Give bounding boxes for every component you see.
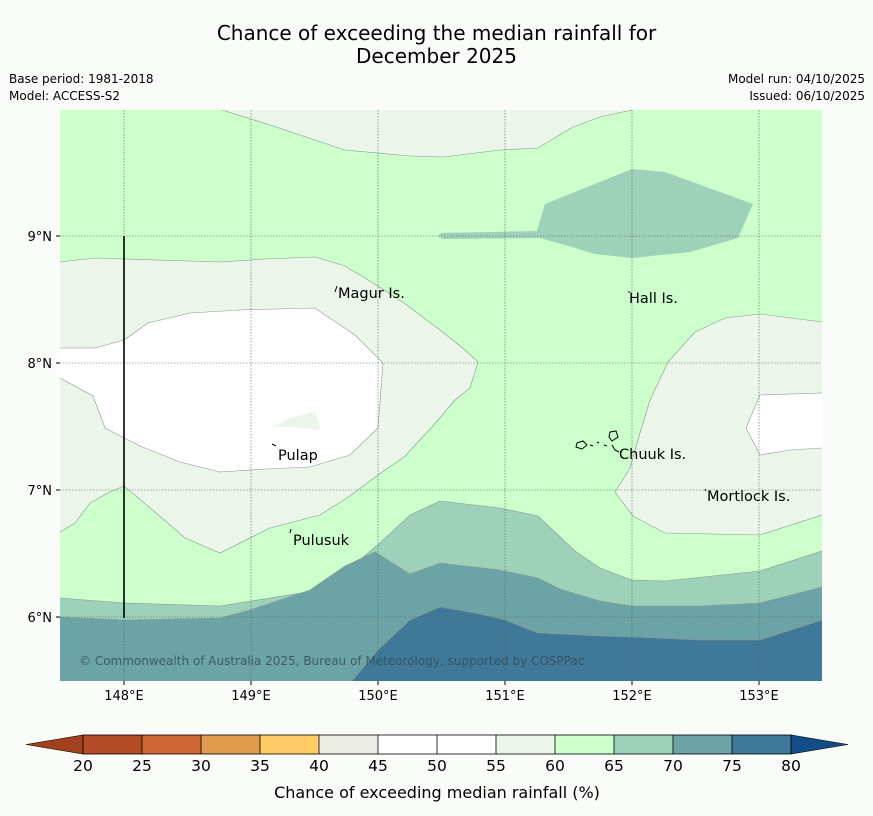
cb-seg-65-70 — [614, 735, 673, 754]
base-period: Base period: 1981-2018 — [9, 72, 154, 86]
colorbar: 20 25 30 35 40 45 50 55 60 65 70 75 80 C… — [25, 734, 849, 802]
cb-seg-40-45 — [319, 735, 378, 754]
cb-tick-80: 80 — [781, 757, 801, 775]
cb-seg-50-55 — [437, 735, 496, 754]
label-pulusuk: Pulusuk — [293, 533, 350, 549]
cb-seg-45-50 — [378, 735, 437, 754]
contour-45-55-west — [60, 308, 383, 472]
lat-tick-7: 7°N — [28, 484, 53, 499]
label-pulap: Pulap — [278, 448, 318, 464]
lon-tick-153: 153°E — [739, 689, 779, 704]
label-chuuk: Chuuk Is. — [619, 447, 686, 463]
chuuk-lagoon-shape — [575, 430, 620, 453]
lon-tick-149: 149°E — [231, 689, 271, 704]
axis-labels: 148°E 149°E 150°E 151°E 152°E 153°E 9°N … — [28, 230, 779, 704]
cb-tick-75: 75 — [722, 757, 742, 775]
cb-tick-45: 45 — [368, 757, 388, 775]
rainfall-contours — [60, 110, 822, 681]
cb-seg-35-40 — [260, 735, 319, 754]
colorbar-ticks: 20 25 30 35 40 45 50 55 60 65 70 75 80 — [73, 757, 801, 775]
issued-date: Issued: 06/10/2025 — [749, 89, 865, 103]
contour-55-60-top — [222, 110, 632, 157]
title-line-1: Chance of exceeding the median rainfall … — [216, 21, 657, 45]
cb-seg-25-30 — [142, 735, 201, 754]
cb-tick-40: 40 — [309, 757, 329, 775]
lon-tick-151: 151°E — [485, 689, 525, 704]
lat-tick-8: 8°N — [28, 357, 53, 372]
cb-seg-55-60 — [496, 735, 555, 754]
label-hall: Hall Is. — [629, 291, 678, 307]
lon-tick-148: 148°E — [104, 689, 144, 704]
meta-right: Model run: 04/10/2025 Issued: 06/10/2025 — [728, 71, 865, 105]
lon-tick-152: 152°E — [612, 689, 652, 704]
copyright-text: © Commonwealth of Australia 2025, Bureau… — [79, 654, 584, 668]
map-title: Chance of exceeding the median rainfall … — [0, 22, 873, 68]
contour-45-55-east — [746, 393, 822, 455]
contour-55-60-inner — [272, 412, 320, 430]
contour-75-80 — [352, 607, 822, 681]
mortlock-island-shape — [704, 488, 707, 492]
colorbar-frame — [82, 734, 792, 755]
cb-tick-55: 55 — [486, 757, 506, 775]
axis-ticks — [56, 235, 760, 685]
model-name: Model: ACCESS-S2 — [9, 89, 121, 103]
lat-tick-9: 9°N — [28, 230, 53, 245]
colorbar-label: Chance of exceeding median rainfall (%) — [274, 783, 600, 802]
cb-tick-30: 30 — [191, 757, 211, 775]
lon-tick-150: 150°E — [358, 689, 398, 704]
cb-tick-50: 50 — [427, 757, 447, 775]
cb-seg-75-80 — [732, 735, 791, 754]
cb-seg-30-35 — [201, 735, 260, 754]
label-mortlock: Mortlock Is. — [707, 489, 790, 505]
colorbar-high-arrow — [790, 734, 849, 755]
cb-tick-35: 35 — [250, 757, 270, 775]
pulap-island-shape — [271, 443, 277, 447]
cb-tick-25: 25 — [132, 757, 152, 775]
cb-seg-70-75 — [673, 735, 732, 754]
title-line-2: December 2025 — [356, 44, 517, 68]
contour-lines — [60, 110, 822, 681]
place-labels: Magur Is. Hall Is. Pulap Chuuk Is. Mortl… — [278, 286, 790, 549]
cb-tick-70: 70 — [663, 757, 683, 775]
label-magur: Magur Is. — [338, 286, 405, 302]
cb-seg-20-25 — [83, 735, 142, 754]
contour-55-60-east — [615, 314, 822, 535]
pulusuk-island-shape — [289, 528, 292, 534]
colorbar-dividers — [141, 735, 733, 754]
magur-island-shape — [334, 285, 338, 293]
cb-tick-65: 65 — [604, 757, 624, 775]
cb-tick-60: 60 — [545, 757, 565, 775]
cb-tick-20: 20 — [73, 757, 93, 775]
lat-tick-6: 6°N — [28, 611, 53, 626]
meta-left: Base period: 1981-2018 Model: ACCESS-S2 — [9, 71, 154, 105]
model-run: Model run: 04/10/2025 — [727, 72, 865, 86]
cb-seg-60-65 — [555, 735, 614, 754]
island-shapes — [271, 285, 707, 534]
colorbar-low-arrow — [25, 734, 84, 755]
